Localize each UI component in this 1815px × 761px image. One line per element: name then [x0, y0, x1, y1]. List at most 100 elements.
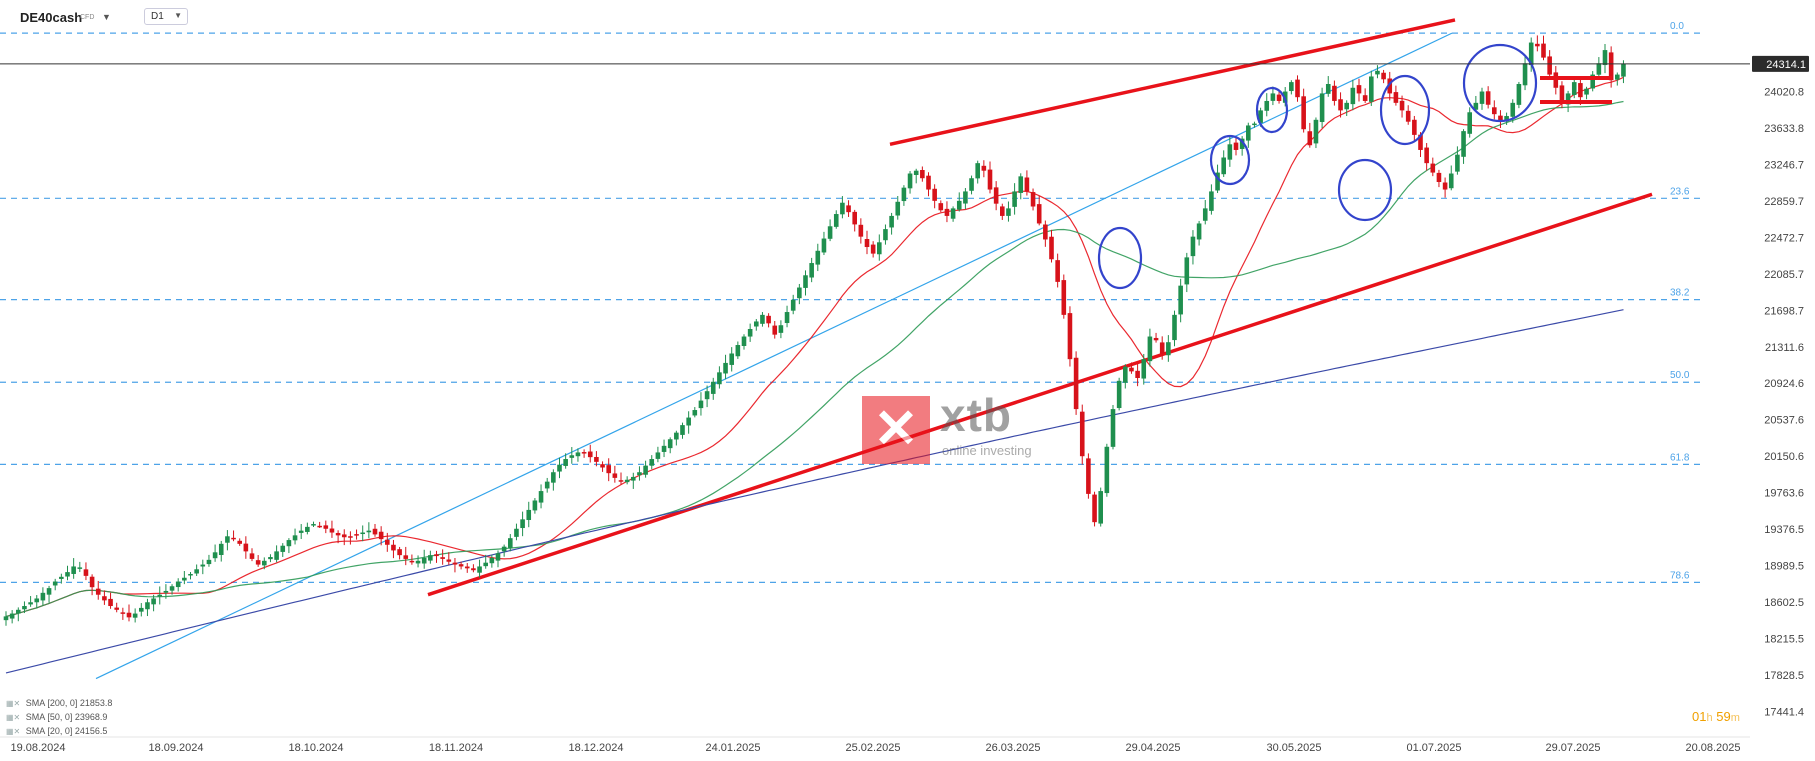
time-tick-label: 26.03.2025 — [985, 742, 1040, 754]
candle-body — [1153, 337, 1159, 341]
candle-body — [667, 439, 673, 449]
price-tick-label: 17828.5 — [1764, 670, 1804, 682]
candle-body — [717, 372, 722, 385]
timeframe-value: D1 — [151, 11, 164, 22]
timeframe-select[interactable]: D1 ▼ — [144, 8, 188, 25]
candle-body — [1615, 74, 1620, 80]
fib-level-label: 38.2 — [1670, 288, 1690, 299]
candle-body — [1073, 357, 1079, 410]
price-tick-label: 18215.5 — [1764, 634, 1804, 646]
candle-body — [1393, 92, 1399, 103]
candle-body — [1270, 93, 1276, 101]
candle-body — [655, 452, 661, 459]
candle-body — [1086, 458, 1091, 494]
xtb-logo-mark — [862, 396, 930, 464]
candle-body — [1055, 260, 1060, 282]
candle-body — [1528, 42, 1534, 66]
candle-body — [102, 596, 107, 601]
candle-body — [587, 451, 593, 458]
candle-body — [262, 560, 267, 566]
candle-body — [852, 211, 857, 225]
xtb-watermark: ✕ xtb online investing — [862, 389, 1042, 466]
candle-body — [348, 536, 353, 538]
candle-body — [1535, 43, 1540, 47]
indicator-settings-icon[interactable]: ▦✕ — [6, 713, 21, 722]
candle-body — [1307, 131, 1313, 146]
candle-body — [723, 362, 728, 374]
symbol-dropdown-icon[interactable]: ▼ — [102, 12, 111, 22]
candle-body — [1338, 99, 1343, 111]
candle-body — [145, 602, 150, 610]
candle-body — [169, 586, 175, 591]
candle-body — [1405, 110, 1411, 122]
fib-level-label: 61.8 — [1670, 452, 1690, 463]
candle-body — [766, 315, 771, 324]
candle-body — [600, 464, 605, 468]
candle-body — [329, 528, 335, 533]
legend-item-sma-20[interactable]: ▦✕ SMA [20, 0] 24156.5 — [6, 724, 112, 738]
candle-body — [926, 175, 931, 190]
candle-body — [710, 381, 716, 394]
candle-body — [938, 203, 944, 211]
candle-body — [1190, 236, 1196, 257]
legend-item-sma-200[interactable]: ▦✕ SMA [200, 0] 21853.8 — [6, 696, 112, 710]
candle-body — [551, 472, 556, 483]
candle-body — [483, 562, 488, 567]
candle-body — [1578, 83, 1583, 98]
candle-body — [225, 536, 230, 543]
candle-body — [89, 576, 95, 588]
indicator-settings-icon[interactable]: ▦✕ — [6, 727, 21, 736]
candle-body — [1166, 342, 1171, 356]
symbol-label[interactable]: DE40cash — [20, 10, 83, 25]
candle-body — [508, 538, 513, 548]
candle-body — [298, 530, 304, 533]
legend-value: 21853.8 — [79, 698, 113, 708]
candle-body — [803, 275, 808, 288]
candle-body — [1541, 43, 1546, 58]
candle-body — [22, 606, 27, 610]
candle-body — [1092, 494, 1097, 523]
fib-level-label: 78.6 — [1670, 570, 1690, 581]
price-tick-label: 24020.8 — [1764, 86, 1804, 98]
candle-body — [1430, 163, 1436, 173]
channel-lower-line — [427, 192, 1653, 597]
candle-body — [747, 328, 753, 337]
highlight-circle — [1462, 43, 1538, 123]
candle-body — [870, 244, 876, 254]
price-tick-label: 17441.4 — [1764, 706, 1804, 718]
candle-body — [200, 564, 206, 567]
candle-body — [280, 545, 286, 552]
candle-body — [1319, 93, 1325, 122]
candle-body — [1079, 411, 1085, 457]
candle-body — [1356, 85, 1362, 94]
candle-body — [1399, 100, 1405, 111]
candle-body — [1104, 446, 1110, 494]
candle-body — [1362, 95, 1368, 101]
candle-body — [1375, 70, 1380, 75]
candle-body — [883, 229, 888, 241]
indicator-settings-icon[interactable]: ▦✕ — [6, 699, 21, 708]
candle-body — [606, 465, 611, 474]
candle-body — [1129, 367, 1134, 372]
candle-body — [274, 551, 279, 560]
legend-item-sma-50[interactable]: ▦✕ SMA [50, 0] 23968.9 — [6, 710, 112, 724]
candle-body — [1209, 191, 1214, 211]
candle-body — [464, 566, 470, 569]
candle-body — [1436, 172, 1442, 183]
candle-body — [895, 201, 901, 216]
candle-body — [157, 594, 163, 597]
candle-body — [163, 590, 169, 593]
candle-body — [729, 353, 734, 365]
candle-body — [391, 544, 396, 551]
candle-body — [1276, 94, 1282, 101]
candle-body — [471, 568, 476, 571]
candle-body — [932, 188, 937, 201]
current-price-label: 24314.1 — [1766, 59, 1806, 71]
candle-body — [1602, 50, 1608, 66]
candle-body — [132, 613, 138, 618]
candle-body — [772, 325, 778, 335]
candle-body — [661, 445, 667, 452]
candle-body — [83, 569, 89, 576]
candle-body — [1448, 173, 1454, 189]
